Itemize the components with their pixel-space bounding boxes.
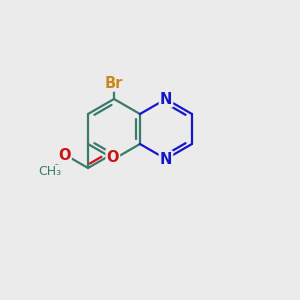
Text: N: N <box>160 152 172 166</box>
Text: O: O <box>58 148 71 164</box>
Text: Br: Br <box>105 76 123 91</box>
Text: CH₃: CH₃ <box>39 165 62 178</box>
Text: N: N <box>160 92 172 106</box>
Text: O: O <box>106 150 119 165</box>
